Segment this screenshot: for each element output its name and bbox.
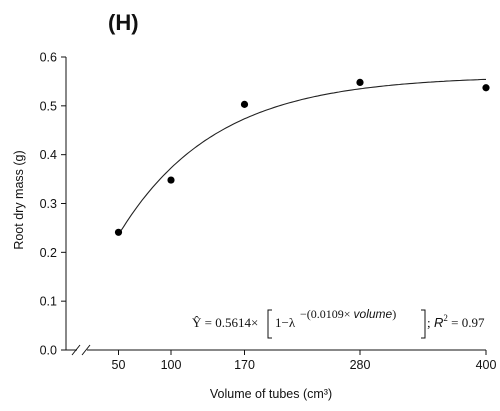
y-tick-label: 0.0	[40, 344, 57, 358]
equation-separator: ;	[427, 315, 431, 330]
equation-lhs: Ŷ = 0.5614×	[192, 315, 258, 330]
y-tick-label: 0.2	[40, 246, 57, 260]
x-tick-label: 170	[234, 358, 255, 372]
y-tick-label: 0.4	[40, 148, 57, 162]
equation-open: 1−λ	[275, 315, 296, 330]
y-tick-label: 0.3	[40, 197, 57, 211]
y-tick-label: 0.1	[40, 295, 57, 309]
data-point	[114, 228, 123, 236]
equation-bracket-right	[421, 309, 426, 339]
x-tick-label: 400	[476, 358, 497, 372]
equation-bracket-left	[267, 309, 272, 339]
x-ticks: 50 100 170 280 400	[112, 350, 497, 372]
data-point	[240, 100, 249, 108]
x-tick-label: 280	[350, 358, 371, 372]
axis-break-mark	[71, 344, 81, 356]
equation-r2: R2 = 0.97	[434, 313, 485, 330]
y-axis-title: Root dry mass (g)	[12, 150, 26, 249]
equation-r2-value: = 0.97	[448, 315, 485, 330]
data-points	[114, 78, 490, 236]
equation-exponent-close: )	[392, 307, 396, 321]
data-point	[482, 84, 490, 92]
equation-r2-label: R	[434, 315, 443, 330]
x-axis-title: Volume of tubes (cm³)	[210, 387, 332, 401]
axis-break-mark	[81, 344, 91, 356]
data-point	[356, 78, 364, 86]
fitted-curve	[118, 78, 486, 236]
x-tick-label: 50	[112, 358, 126, 372]
regression-equation: Ŷ = 0.5614× 1−λ −(0.0109× volume) ; R2 =…	[192, 307, 485, 339]
y-tick-label: 0.6	[40, 51, 57, 65]
y-ticks: 0.0 0.1 0.2 0.3 0.4 0.5 0.6	[40, 51, 66, 358]
equation-exponent: −(0.0109× volume)	[300, 307, 396, 321]
equation-r2-sup: 2	[443, 313, 448, 323]
panel-label: (H)	[108, 10, 139, 35]
equation-exponent-var: volume	[354, 307, 393, 321]
y-tick-label: 0.5	[40, 99, 57, 113]
x-tick-label: 100	[161, 358, 182, 372]
data-point	[167, 176, 175, 184]
equation-exponent-text: −(0.0109×	[300, 307, 354, 321]
